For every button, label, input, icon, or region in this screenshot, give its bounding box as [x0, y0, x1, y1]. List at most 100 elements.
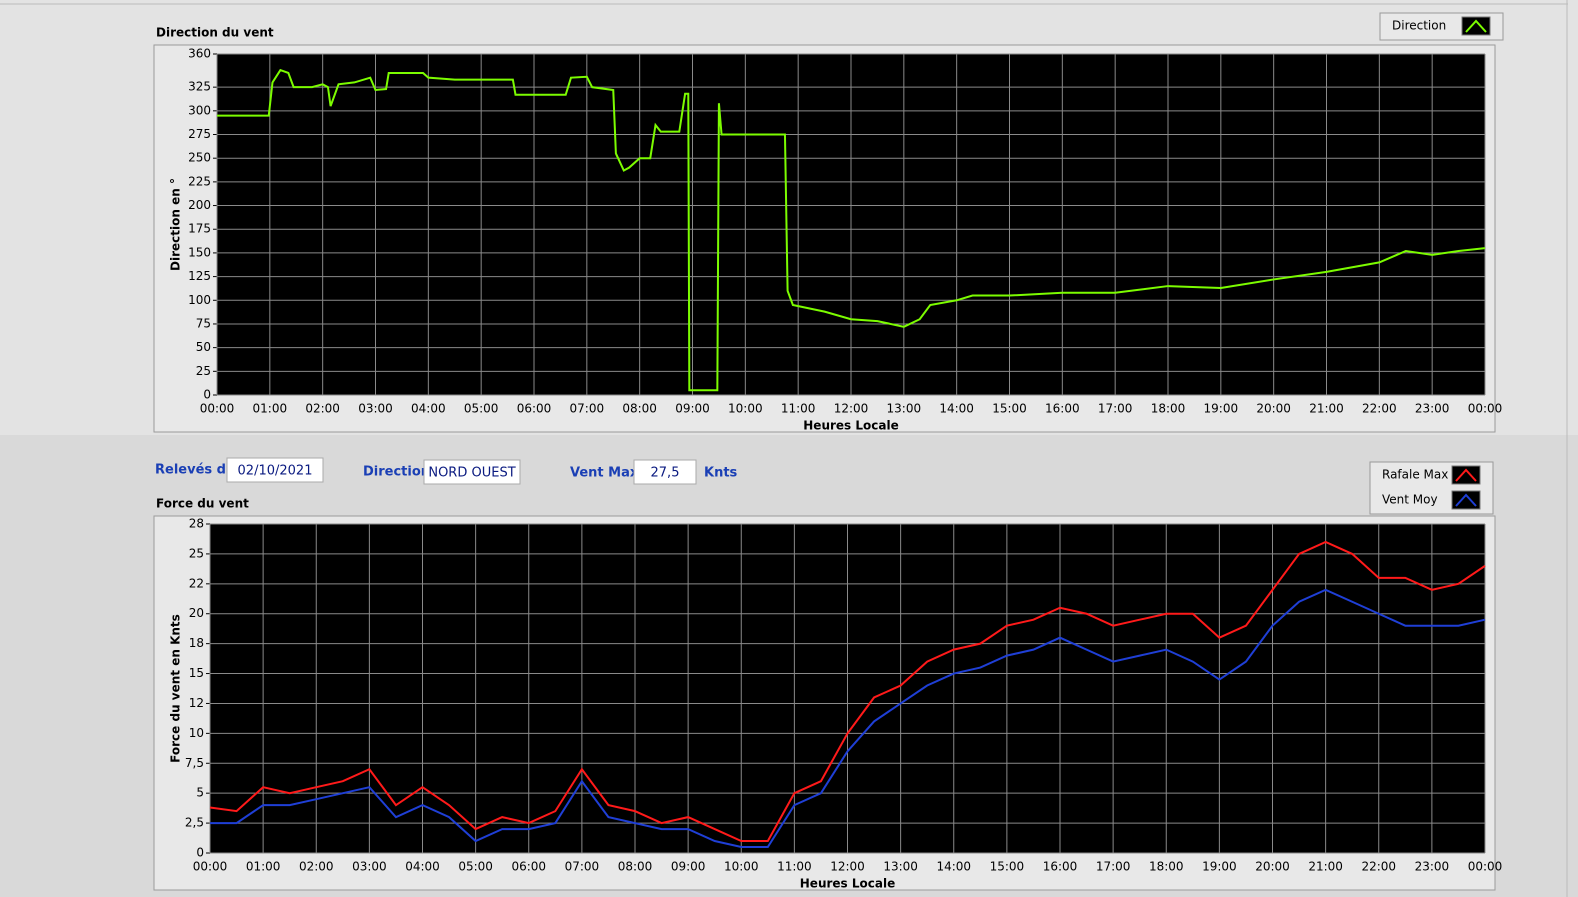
unit-label: Knts: [704, 466, 738, 481]
y-tick-label: 22: [189, 576, 204, 590]
x-tick-label: 23:00: [1415, 402, 1450, 416]
x-tick-label: 11:00: [777, 860, 812, 874]
y-tick-label: 150: [188, 245, 211, 259]
y-tick-label: 275: [188, 127, 211, 141]
x-tick-label: 05:00: [464, 402, 499, 416]
x-tick-label: 21:00: [1309, 402, 1344, 416]
x-tick-label: 07:00: [570, 402, 605, 416]
direction-field[interactable]: [423, 459, 521, 485]
y-tick-label: 100: [188, 293, 211, 307]
chart-title: Force du vent: [156, 497, 249, 511]
y-tick-label: 12: [189, 696, 204, 710]
vent-max-field[interactable]: [633, 459, 697, 485]
x-tick-label: 15:00: [990, 860, 1025, 874]
y-tick-label: 28: [189, 517, 204, 531]
x-tick-label: 21:00: [1308, 860, 1343, 874]
legend-swatch: [1455, 493, 1477, 507]
x-tick-label: 13:00: [883, 860, 918, 874]
legend-icon: [1451, 490, 1481, 510]
direction-value: NORD OUEST: [428, 466, 515, 481]
legend-icon: [1451, 465, 1481, 485]
x-tick-label: 22:00: [1361, 860, 1396, 874]
y-tick-label: 0: [196, 846, 204, 860]
y-tick-label: 15: [189, 666, 204, 680]
x-tick-label: 08:00: [618, 860, 653, 874]
x-tick-label: 10:00: [724, 860, 759, 874]
x-tick-label: 02:00: [305, 402, 340, 416]
date-label: Relevés du: [155, 463, 235, 478]
x-tick-label: 00:00: [1468, 402, 1503, 416]
date-field[interactable]: [226, 457, 324, 483]
legend-label: Vent Moy: [1382, 493, 1438, 507]
x-tick-label: 23:00: [1415, 860, 1450, 874]
legend-label: Rafale Max: [1382, 468, 1448, 482]
x-tick-label: 07:00: [565, 860, 600, 874]
x-tick-label: 18:00: [1149, 860, 1184, 874]
x-tick-label: 22:00: [1362, 402, 1397, 416]
legend-swatch: [1455, 468, 1477, 482]
y-axis-label: Direction en °: [169, 178, 183, 271]
x-axis-label: Heures Locale: [800, 877, 895, 891]
series-line: [209, 540, 1486, 843]
x-tick-label: 10:00: [728, 402, 763, 416]
x-tick-label: 06:00: [511, 860, 546, 874]
x-tick-label: 16:00: [1043, 860, 1078, 874]
date-value: 02/10/2021: [238, 464, 313, 479]
legend-label: Direction: [1392, 19, 1446, 33]
x-tick-label: 11:00: [781, 402, 816, 416]
vent-max-label: Vent Max: [570, 466, 639, 481]
y-tick-label: 5: [196, 786, 204, 800]
x-tick-label: 00:00: [200, 402, 235, 416]
y-tick-label: 250: [188, 151, 211, 165]
x-axis-label: Heures Locale: [803, 419, 898, 433]
x-tick-label: 04:00: [411, 402, 446, 416]
x-tick-label: 20:00: [1255, 860, 1290, 874]
x-tick-label: 14:00: [936, 860, 971, 874]
x-tick-label: 00:00: [193, 860, 228, 874]
x-tick-label: 09:00: [675, 402, 710, 416]
y-axis-label: Force du vent en Knts: [169, 614, 183, 763]
series-line: [210, 588, 1486, 849]
x-tick-label: 14:00: [939, 402, 974, 416]
x-tick-label: 08:00: [622, 402, 657, 416]
x-tick-label: 12:00: [830, 860, 865, 874]
x-tick-label: 03:00: [352, 860, 387, 874]
direction-label: Direction: [363, 465, 430, 480]
x-tick-label: 01:00: [253, 402, 288, 416]
y-tick-label: 225: [188, 174, 211, 188]
x-tick-label: 03:00: [358, 402, 393, 416]
legend-swatch: [1465, 19, 1487, 33]
y-tick-label: 325: [188, 80, 211, 94]
legend-icon: [1461, 16, 1491, 36]
y-tick-label: 25: [196, 364, 211, 378]
y-tick-label: 7,5: [185, 756, 204, 770]
y-tick-label: 75: [196, 316, 211, 330]
y-tick-label: 25: [189, 546, 204, 560]
y-tick-label: 200: [188, 198, 211, 212]
series-line: [217, 68, 1486, 392]
x-tick-label: 17:00: [1098, 402, 1133, 416]
x-tick-label: 17:00: [1096, 860, 1131, 874]
x-tick-label: 04:00: [405, 860, 440, 874]
x-tick-label: 01:00: [246, 860, 281, 874]
x-tick-label: 05:00: [458, 860, 493, 874]
x-tick-label: 15:00: [992, 402, 1027, 416]
x-tick-label: 12:00: [834, 402, 869, 416]
x-tick-label: 16:00: [1045, 402, 1080, 416]
y-tick-label: 18: [189, 636, 204, 650]
y-tick-label: 360: [188, 47, 211, 61]
x-tick-label: 13:00: [887, 402, 922, 416]
x-tick-label: 20:00: [1256, 402, 1291, 416]
y-tick-label: 300: [188, 103, 211, 117]
x-tick-label: 19:00: [1204, 402, 1239, 416]
y-tick-label: 20: [189, 606, 204, 620]
x-tick-label: 00:00: [1468, 860, 1503, 874]
x-tick-label: 06:00: [517, 402, 552, 416]
x-tick-label: 02:00: [299, 860, 334, 874]
x-tick-label: 19:00: [1202, 860, 1237, 874]
y-tick-label: 0: [203, 388, 211, 402]
y-tick-label: 175: [188, 222, 211, 236]
y-tick-label: 2,5: [185, 816, 204, 830]
y-tick-label: 125: [188, 269, 211, 283]
